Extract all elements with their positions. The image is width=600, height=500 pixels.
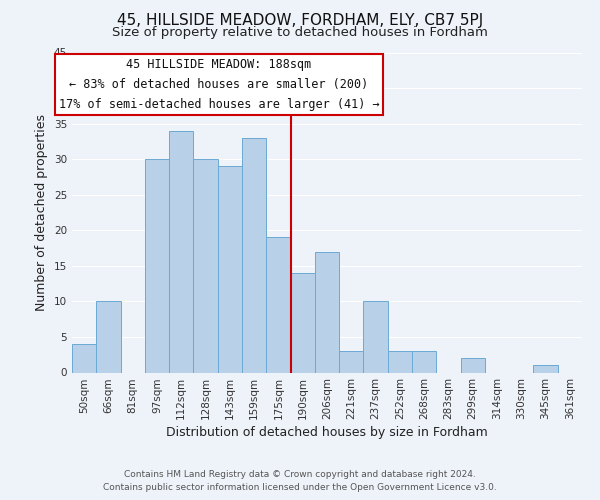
- Text: Size of property relative to detached houses in Fordham: Size of property relative to detached ho…: [112, 26, 488, 39]
- Bar: [218, 166, 242, 372]
- Text: Contains HM Land Registry data © Crown copyright and database right 2024.
Contai: Contains HM Land Registry data © Crown c…: [103, 470, 497, 492]
- Bar: [193, 159, 218, 372]
- X-axis label: Distribution of detached houses by size in Fordham: Distribution of detached houses by size …: [166, 426, 488, 440]
- Bar: [242, 138, 266, 372]
- Bar: [339, 351, 364, 372]
- Bar: [145, 159, 169, 372]
- Bar: [290, 273, 315, 372]
- Bar: [315, 252, 339, 372]
- Bar: [533, 366, 558, 372]
- Bar: [169, 130, 193, 372]
- Text: 45, HILLSIDE MEADOW, FORDHAM, ELY, CB7 5PJ: 45, HILLSIDE MEADOW, FORDHAM, ELY, CB7 5…: [117, 12, 483, 28]
- Bar: [364, 302, 388, 372]
- Bar: [96, 302, 121, 372]
- Bar: [266, 238, 290, 372]
- Text: 45 HILLSIDE MEADOW: 188sqm
← 83% of detached houses are smaller (200)
17% of sem: 45 HILLSIDE MEADOW: 188sqm ← 83% of deta…: [59, 58, 379, 111]
- Bar: [412, 351, 436, 372]
- Y-axis label: Number of detached properties: Number of detached properties: [35, 114, 49, 311]
- Bar: [461, 358, 485, 372]
- Bar: [72, 344, 96, 372]
- Bar: [388, 351, 412, 372]
